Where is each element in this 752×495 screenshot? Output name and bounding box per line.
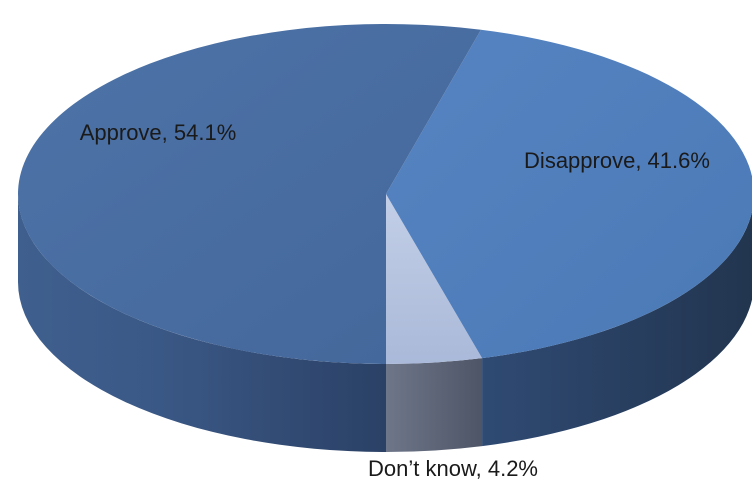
data-label-disapprove: Disapprove, 41.6% bbox=[524, 148, 710, 173]
pie-side-approve bbox=[18, 194, 386, 452]
pie-side-don-t-know bbox=[386, 358, 483, 452]
data-label-don-t-know: Don’t know, 4.2% bbox=[368, 456, 538, 481]
pie-slice-approve bbox=[18, 23, 481, 364]
pie-side-disapprove bbox=[482, 211, 752, 447]
pie-slice-disapprove bbox=[386, 29, 752, 359]
data-label-approve: Approve, 54.1% bbox=[80, 120, 237, 145]
pie-slice-don-t-know bbox=[386, 194, 483, 364]
